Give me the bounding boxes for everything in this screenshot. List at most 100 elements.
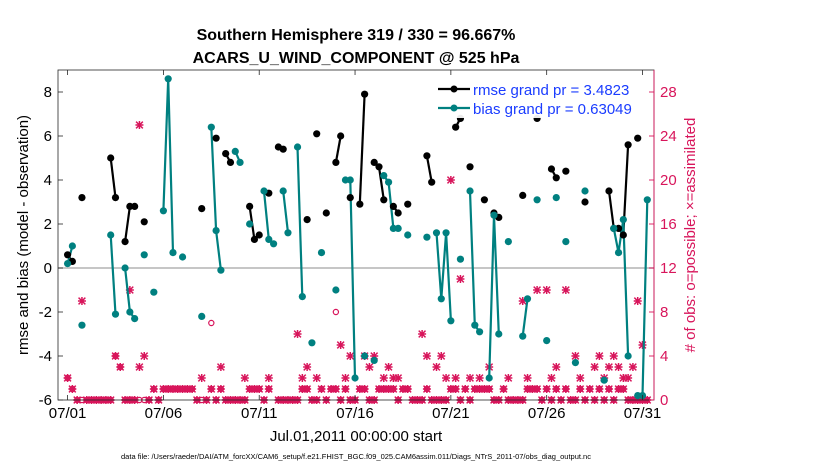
obs-assimilated-marker: [533, 385, 542, 393]
obs-assimilated-marker: [336, 341, 345, 349]
obs-assimilated-marker: [341, 374, 350, 382]
obs-assimilated-marker: [255, 385, 264, 393]
rmse-point: [246, 202, 254, 210]
y-right-tick-label: 28: [660, 84, 677, 101]
bias-point: [384, 178, 393, 186]
chart-title-line1: Southern Hemisphere 319 / 330 = 96.667%: [197, 27, 516, 44]
rmse-point: [63, 251, 72, 259]
rmse-point: [480, 196, 488, 204]
bias-point: [107, 231, 115, 239]
bias-point: [404, 231, 412, 239]
obs-assimilated-marker: [173, 385, 182, 393]
legend-bias-label: bias grand pr = 0.63049: [473, 101, 632, 118]
obs-assimilated-marker: [303, 363, 312, 371]
obs-assimilated-marker: [264, 385, 273, 393]
rmse-point: [624, 141, 632, 149]
x-tick-label: 07/01: [49, 405, 87, 422]
rmse-line-segment: [109, 157, 117, 198]
obs-assimilated-marker: [614, 363, 623, 371]
rmse-point: [78, 194, 86, 202]
rmse-point: [111, 194, 120, 202]
bias-point: [346, 176, 354, 184]
rmse-point: [255, 231, 263, 239]
obs-assimilated-marker: [394, 374, 403, 382]
bias-line-segment: [521, 298, 529, 337]
rmse-point: [428, 178, 436, 186]
bias-point: [581, 187, 589, 195]
bias-point: [279, 187, 287, 195]
rmse-point: [519, 191, 527, 199]
obs-assimilated-marker: [552, 385, 561, 393]
obs-assimilated-marker: [317, 385, 326, 393]
obs-assimilated-marker: [523, 385, 532, 393]
bias-point: [212, 227, 220, 235]
obs-assimilated-marker: [576, 374, 585, 382]
obs-assimilated-marker: [298, 385, 307, 393]
x-tick-label: 07/31: [624, 405, 662, 422]
obs-assimilated-marker: [197, 374, 206, 382]
y-right-tick-label: 24: [660, 128, 677, 145]
obs-assimilated-marker: [480, 385, 489, 393]
obs-assimilated-marker: [604, 363, 613, 371]
obs-assimilated-marker: [168, 385, 177, 393]
obs-assimilated-marker: [576, 385, 585, 393]
bias-point: [519, 332, 527, 340]
obs-assimilated-marker: [360, 385, 369, 393]
bias-point: [150, 288, 158, 296]
rmse-point: [322, 209, 330, 217]
rmse-point: [131, 202, 139, 210]
obs-assimilated-marker: [456, 275, 465, 283]
obs-assimilated-marker: [451, 385, 460, 393]
x-tick-label: 07/06: [145, 405, 183, 422]
obs-assimilated-marker: [370, 352, 379, 360]
obs-assimilated-marker: [533, 286, 542, 294]
bias-point: [169, 249, 177, 257]
rmse-point: [380, 196, 388, 204]
x-tick-label: 07/21: [432, 405, 470, 422]
obs-assimilated-marker: [264, 374, 273, 382]
obs-assimilated-marker: [384, 385, 393, 393]
obs-assimilated-marker: [638, 341, 647, 349]
bias-point: [485, 374, 493, 382]
bias-point: [456, 255, 465, 263]
obs-assimilated-marker: [475, 385, 484, 393]
bias-point: [394, 224, 402, 232]
bias-point: [361, 352, 369, 360]
obs-assimilated-marker: [164, 385, 173, 393]
y-axis-left-label: rmse and bias (model - observation): [15, 115, 32, 355]
obs-assimilated-marker: [77, 297, 86, 305]
obs-assimilated-marker: [475, 374, 484, 382]
obs-assimilated-marker: [561, 385, 570, 393]
rmse-point: [107, 154, 115, 162]
bias-point: [619, 216, 627, 224]
bias-point: [126, 308, 134, 316]
bias-point: [442, 229, 450, 237]
bias-point: [308, 339, 316, 347]
obs-assimilated-marker: [451, 374, 460, 382]
bias-point: [643, 196, 651, 204]
obs-assimilated-marker: [523, 374, 532, 382]
plot-area: [58, 70, 654, 400]
obs-assimilated-marker: [595, 385, 604, 393]
obs-assimilated-marker: [365, 363, 374, 371]
data-file-footnote: data file: /Users/raeder/DAI/ATM_forcXX/…: [121, 452, 591, 461]
rmse-point: [337, 132, 345, 140]
obs-assimilated-marker: [446, 385, 455, 393]
rmse-point: [375, 163, 383, 171]
rmse-point: [634, 134, 642, 142]
y-left-tick-label: 4: [44, 172, 52, 189]
legend-box: [430, 78, 642, 118]
obs-assimilated-marker: [595, 352, 604, 360]
rmse-line-segment: [425, 155, 433, 183]
bias-point: [423, 233, 431, 241]
y-left-tick-label: 2: [44, 216, 52, 233]
bias-point: [624, 352, 632, 360]
obs-assimilated-marker: [418, 330, 427, 338]
rmse-point: [222, 150, 230, 158]
bias-point: [140, 251, 148, 259]
obs-assimilated-marker: [125, 286, 134, 294]
rmse-point: [313, 130, 321, 138]
obs-assimilated-marker: [140, 352, 149, 360]
bias-point: [269, 240, 278, 248]
